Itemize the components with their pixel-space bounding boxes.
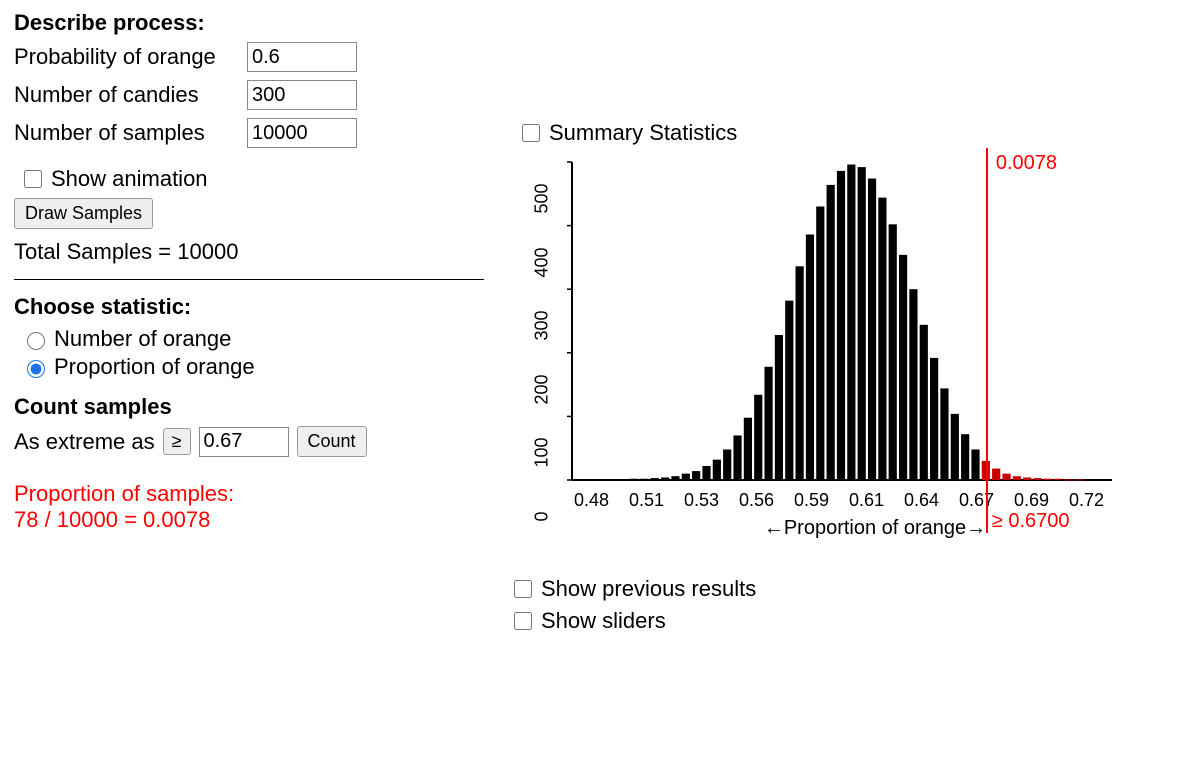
chart-svg (564, 158, 1114, 488)
cutoff-label: ≥ 0.6700 (992, 510, 1070, 533)
ytick-label: 400 (532, 242, 553, 282)
xtick-label: 0.61 (839, 490, 894, 511)
radio-proportion-orange[interactable] (27, 360, 45, 378)
statistic-header: Choose statistic: (14, 294, 484, 320)
samples-label: Number of samples (14, 120, 239, 146)
xtick-label: 0.67 (949, 490, 1004, 511)
describe-header: Describe process: (14, 10, 484, 36)
operator-button[interactable]: ≥ (163, 428, 191, 455)
xtick-label: 0.69 (1004, 490, 1059, 511)
show-animation-checkbox[interactable] (24, 170, 42, 188)
xtick-label: 0.59 (784, 490, 839, 511)
xtick-label: 0.53 (674, 490, 729, 511)
result-line2: 78 / 10000 = 0.0078 (14, 507, 484, 533)
ytick-label: 300 (532, 306, 553, 346)
candies-input[interactable] (247, 80, 357, 110)
count-button[interactable]: Count (297, 426, 367, 457)
show-previous-label: Show previous results (541, 576, 756, 602)
summary-stats-label: Summary Statistics (549, 120, 737, 146)
show-previous-checkbox[interactable] (514, 580, 532, 598)
histogram-chart: 0100200300400500 0.0078 ≥ 0.6700 0.480.5… (504, 158, 1186, 540)
ytick-label: 500 (532, 179, 553, 219)
prob-label: Probability of orange (14, 44, 239, 70)
radio-proportion-label: Proportion of orange (54, 354, 255, 380)
samples-input[interactable] (247, 118, 357, 148)
summary-stats-checkbox[interactable] (522, 124, 540, 142)
count-header: Count samples (14, 394, 484, 420)
xaxis-title: ←Proportion of orange→ (564, 517, 1186, 540)
total-samples-text: Total Samples = 10000 (14, 239, 484, 265)
ytick-label: 100 (532, 433, 553, 473)
show-animation-label: Show animation (51, 166, 208, 192)
xtick-label: 0.64 (894, 490, 949, 511)
xtick-label: 0.72 (1059, 490, 1114, 511)
ytick-label: 200 (532, 369, 553, 409)
as-extreme-label: As extreme as (14, 429, 155, 455)
radio-number-label: Number of orange (54, 326, 231, 352)
extreme-value-input[interactable] (199, 427, 289, 457)
xtick-label: 0.56 (729, 490, 784, 511)
show-sliders-checkbox[interactable] (514, 612, 532, 630)
result-line1: Proportion of samples: (14, 481, 484, 507)
prob-input[interactable] (247, 42, 357, 72)
pvalue-label: 0.0078 (996, 152, 1057, 175)
radio-number-orange[interactable] (27, 332, 45, 350)
xtick-label: 0.48 (564, 490, 619, 511)
draw-samples-button[interactable]: Draw Samples (14, 198, 153, 229)
ytick-label: 0 (532, 497, 553, 537)
candies-label: Number of candies (14, 82, 239, 108)
divider (14, 279, 484, 280)
show-sliders-label: Show sliders (541, 608, 666, 634)
cutoff-line (986, 148, 988, 533)
xtick-label: 0.51 (619, 490, 674, 511)
